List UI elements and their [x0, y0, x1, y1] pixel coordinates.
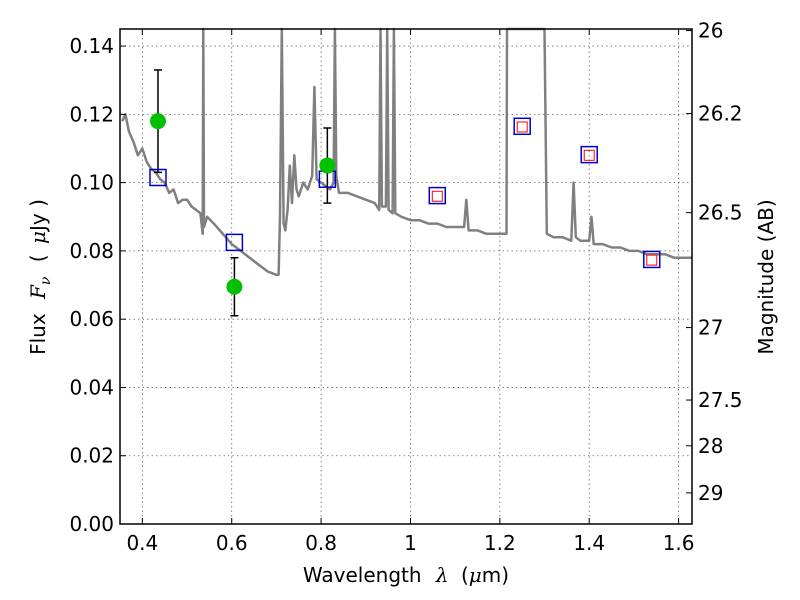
- model-photometry-square: [149, 168, 167, 187]
- y-tick-label: 0.00: [69, 512, 114, 536]
- grid-lines: [120, 29, 692, 524]
- upper-limit-square: [646, 254, 658, 266]
- observed-point: [319, 157, 336, 174]
- y-tick-label: 0.02: [69, 444, 114, 468]
- model-sed-path: [121, 27, 692, 277]
- photometry-markers: [149, 69, 661, 317]
- model-photometry-square: [580, 145, 598, 164]
- x-tick-label: 1: [404, 531, 417, 555]
- y2-tick-label: 29: [698, 481, 723, 505]
- y-tick-label: 0.10: [69, 171, 114, 195]
- x-tick-label: 1.4: [573, 531, 605, 555]
- x-tick-label: 1.2: [484, 531, 516, 555]
- model-photometry-square: [643, 250, 661, 269]
- y2-axis-title: Magnitude (AB): [754, 199, 778, 354]
- axis-tick-labels: 0.4 0.6 0.8 1 1.2 1.4 1.6 0.00 0.02 0.04 0.06 0.08 0…: [69, 19, 742, 555]
- y2-tick-label: 27.5: [698, 388, 743, 412]
- upper-limit-square: [583, 149, 595, 161]
- axis-ticks: [120, 29, 692, 525]
- y2-tick-label: 27: [698, 316, 723, 340]
- x-tick-label: 1.6: [663, 531, 695, 555]
- x-tick-label: 0.8: [305, 531, 337, 555]
- model-photometry-square: [225, 233, 244, 252]
- y2-tick-label: 26.5: [698, 201, 743, 225]
- y2-tick-label: 28: [698, 434, 723, 458]
- model-photometry-square: [513, 117, 531, 136]
- model-photometry-square: [428, 186, 447, 205]
- x-axis-title: Wavelength λ (μm): [303, 563, 509, 587]
- x-tick-label: 0.4: [126, 531, 158, 555]
- y-tick-label: 0.14: [69, 34, 114, 58]
- y2-tick-label: 26: [698, 19, 723, 43]
- y-axis-title: Flux Fν ( μJy ): [26, 199, 55, 355]
- upper-limit-square: [431, 190, 443, 202]
- y-tick-label: 0.06: [69, 307, 114, 331]
- upper-limit-square: [516, 121, 528, 133]
- model-sed-line: [121, 27, 692, 277]
- y-tick-label: 0.04: [69, 375, 114, 399]
- observed-point: [226, 278, 243, 295]
- x-tick-label: 0.6: [216, 531, 248, 555]
- y-tick-label: 0.12: [69, 102, 114, 126]
- observed-point: [149, 113, 166, 130]
- y2-tick-label: 26.2: [698, 102, 743, 126]
- y-tick-label: 0.08: [69, 239, 114, 263]
- plot-frame: [119, 28, 693, 525]
